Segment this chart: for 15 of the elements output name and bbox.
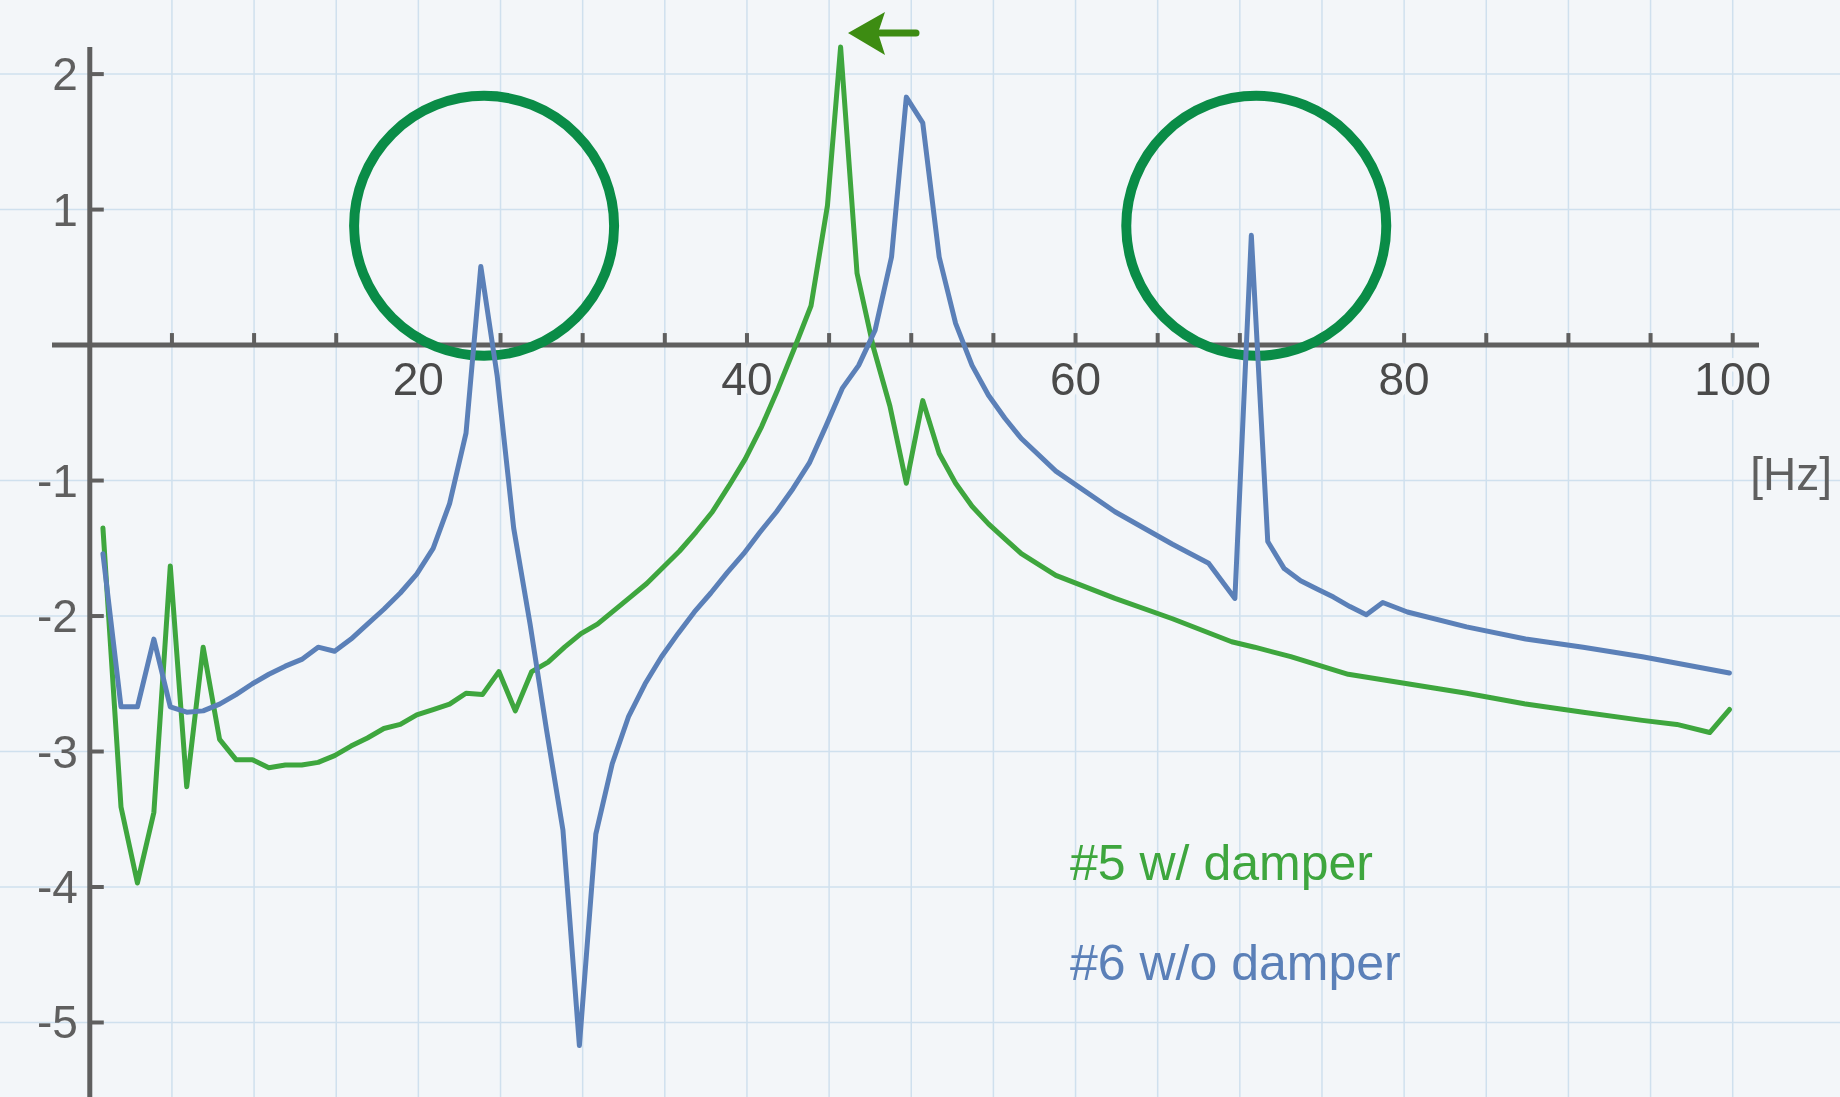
text: #5 w/ damper: [1070, 835, 1373, 891]
x-tick-label: 20: [392, 353, 444, 406]
text: #6 w/o damper: [1070, 935, 1401, 991]
y-tick-label: 1: [52, 183, 78, 236]
x-tick-label: 100: [1694, 353, 1772, 406]
y-tick-label: -2: [36, 590, 78, 643]
y-tick-label: -4: [36, 861, 78, 913]
x-tick-label: 80: [1378, 353, 1430, 406]
y-tick-label: -3: [36, 725, 78, 778]
y-tick-label: -5: [36, 996, 78, 1049]
y-tick-label: 2: [52, 48, 78, 101]
x-axis-title: [Hz]: [1750, 448, 1832, 501]
x-tick-label: 40: [721, 353, 773, 406]
x-tick-label: 60: [1049, 353, 1102, 406]
y-tick-label: -1: [36, 454, 78, 507]
